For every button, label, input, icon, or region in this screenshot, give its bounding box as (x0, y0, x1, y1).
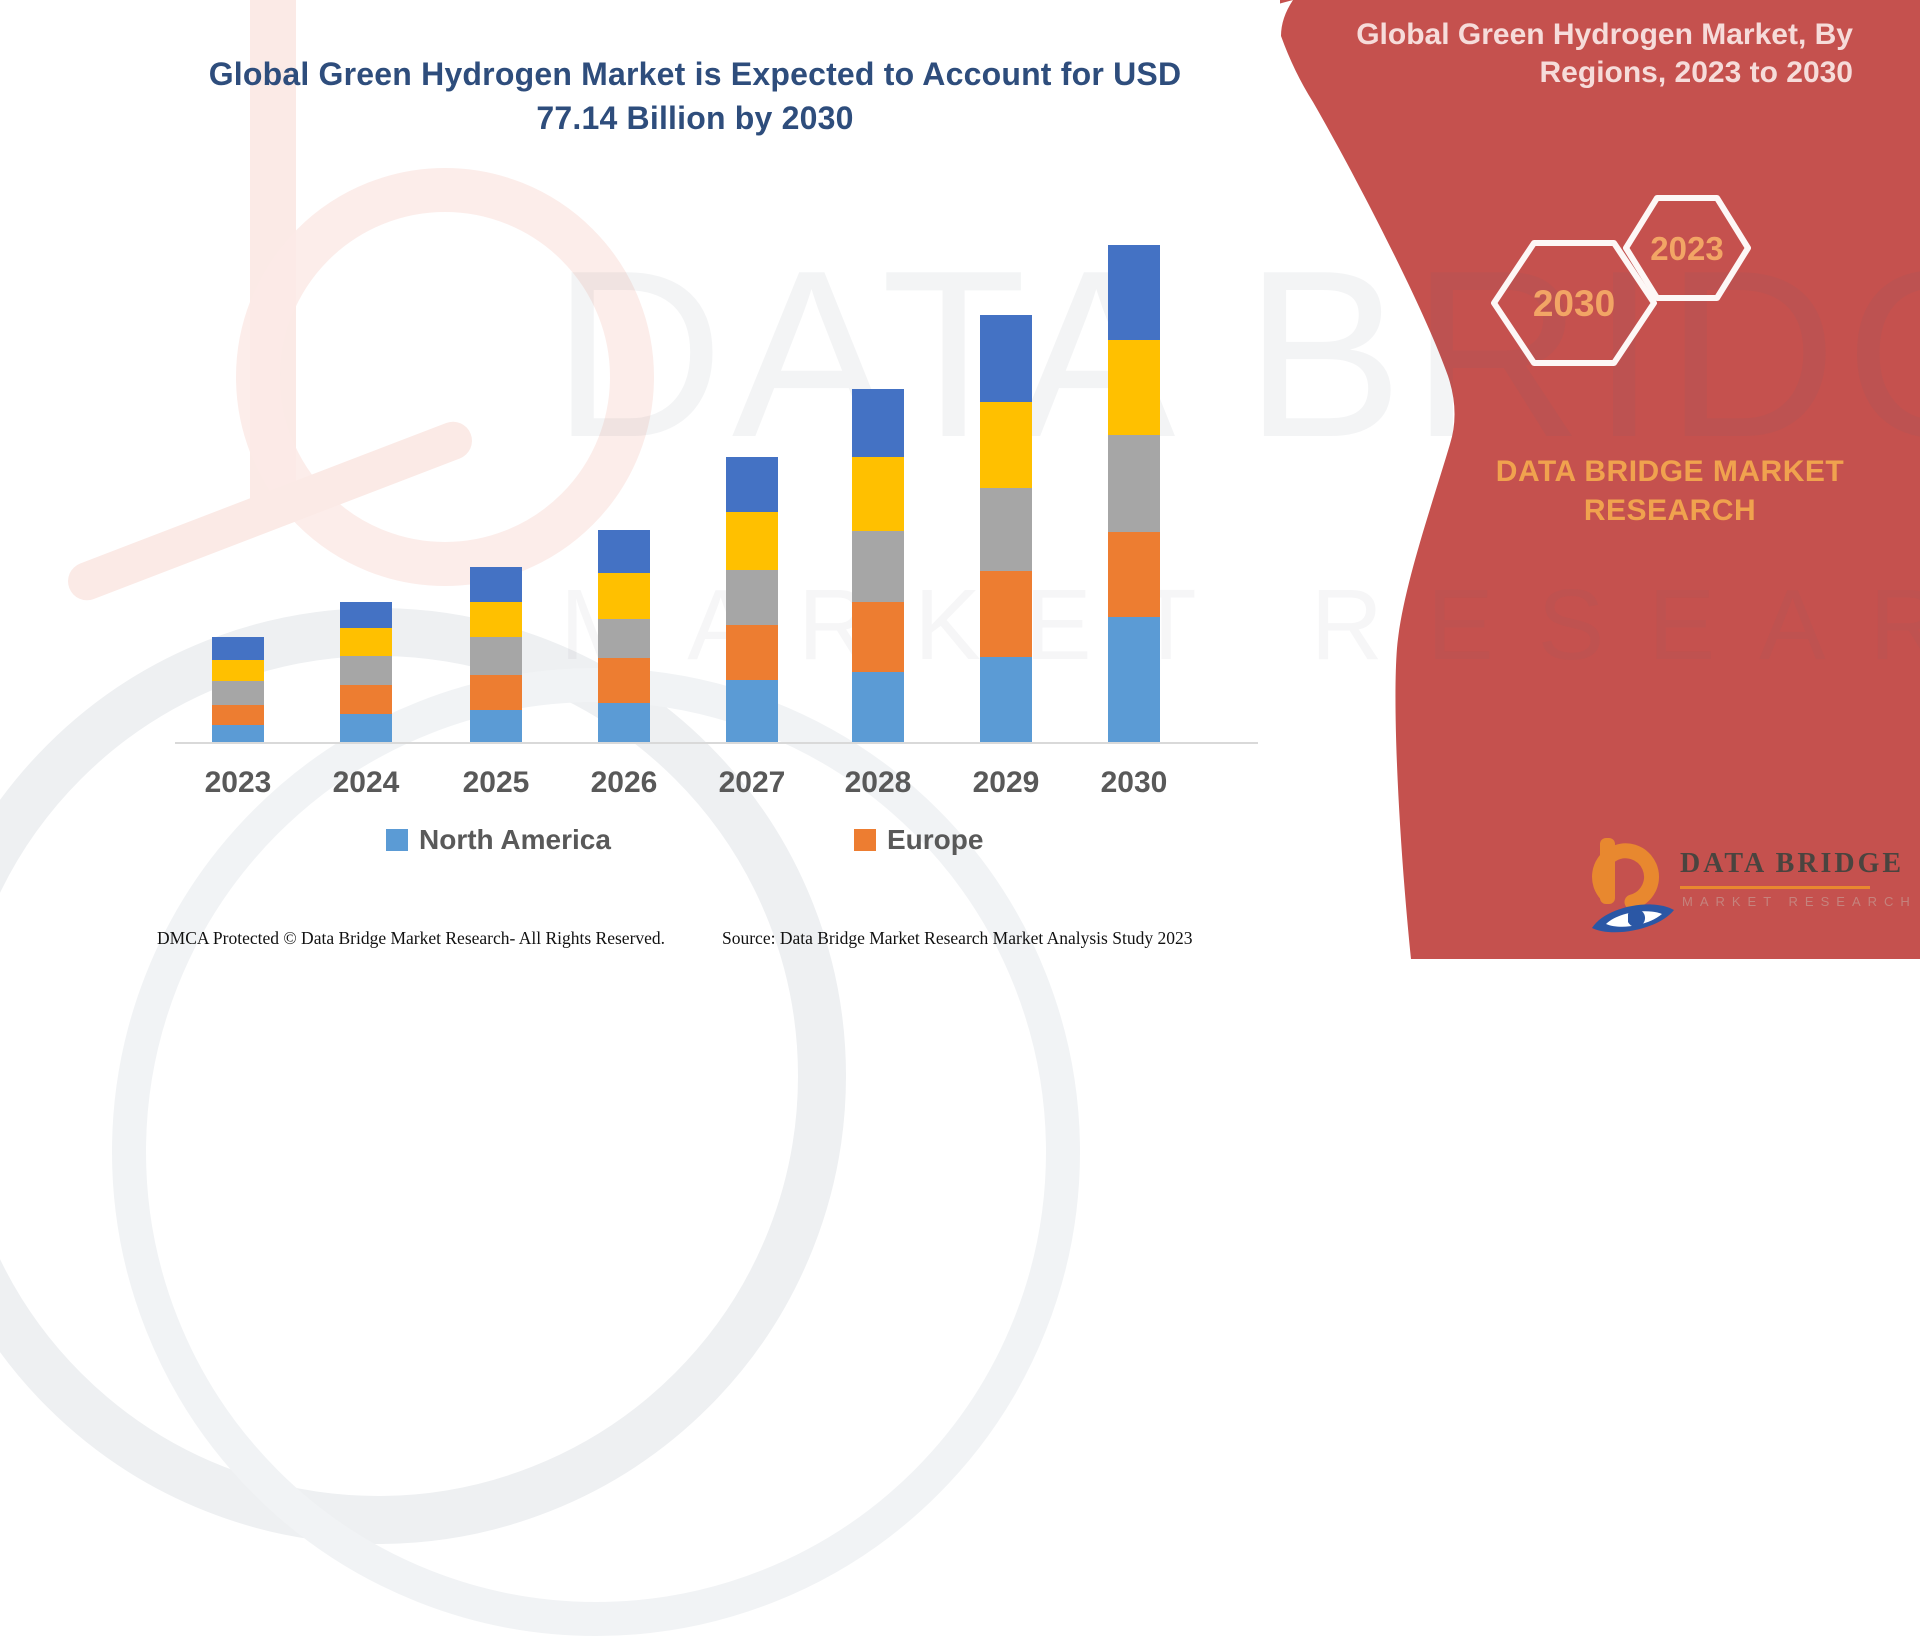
bar-segment (340, 685, 392, 714)
bar-segment (726, 457, 778, 512)
x-axis-label-2028: 2028 (844, 766, 912, 799)
bar-segment (598, 658, 650, 703)
bar-segment (726, 512, 778, 570)
bar-segment (470, 567, 522, 602)
bar-segment (340, 714, 392, 742)
x-axis-label-2030: 2030 (1100, 766, 1168, 799)
bar-segment (598, 573, 650, 619)
chart-title-line1: Global Green Hydrogen Market is Expected… (208, 56, 1182, 92)
bar-segment (598, 619, 650, 658)
bar-segment (1108, 340, 1160, 435)
x-axis-label-2023: 2023 (204, 766, 272, 799)
logo-underline (1680, 886, 1870, 889)
bar-segment (852, 531, 904, 602)
bar-segment (1108, 435, 1160, 532)
x-axis-label-2029: 2029 (972, 766, 1040, 799)
legend-swatch-icon (854, 829, 876, 851)
bar-2027 (726, 457, 778, 742)
logo-name-text: DATA BRIDGE (1680, 848, 1905, 879)
panel-brand-line2: RESEARCH (1583, 494, 1757, 527)
bar-segment (598, 530, 650, 573)
x-axis-label-2026: 2026 (590, 766, 658, 799)
bar-2023 (212, 637, 264, 742)
hexagon-2023-outline (1623, 195, 1751, 301)
bar-segment (852, 389, 904, 457)
legend-label: Europe (887, 824, 984, 855)
panel-brand-line1: DATA BRIDGE MARKET (1495, 455, 1845, 488)
bar-segment (980, 488, 1032, 571)
bar-segment (726, 625, 778, 680)
bar-segment (1108, 617, 1160, 742)
x-axis-label-2025: 2025 (462, 766, 530, 799)
bar-segment (470, 710, 522, 742)
x-axis-label-2027: 2027 (718, 766, 786, 799)
chart-title-line2: 77.14 Billion by 2030 (536, 100, 854, 136)
hexagon-badges (1491, 195, 1751, 366)
bar-segment (340, 656, 392, 685)
x-axis-line (175, 742, 1258, 744)
legend-swatch-icon (386, 829, 408, 851)
bar-segment (1108, 245, 1160, 340)
bar-segment (212, 681, 264, 705)
bar-2028 (852, 389, 904, 742)
hexagon-year-2023: 2023 (1650, 230, 1724, 267)
panel-header: Global Green Hydrogen Market, By Regions… (1293, 16, 1853, 92)
panel-header-line2: Regions, 2023 to 2030 (1539, 56, 1853, 89)
bar-2029 (980, 315, 1032, 742)
bar-2024 (340, 602, 392, 742)
hexagon-2030-outline (1491, 240, 1657, 366)
footer-source: Source: Data Bridge Market Research Mark… (722, 928, 1193, 948)
bar-segment (470, 602, 522, 637)
bar-segment (340, 602, 392, 628)
company-logo: DATA BRIDGE MARKET RESEARCH (1588, 836, 1910, 946)
logo-mark-icon (1592, 838, 1674, 933)
side-panel-content: Global Green Hydrogen Market, By Regions… (1293, 16, 1910, 946)
hexagon-year-2030: 2030 (1532, 283, 1616, 324)
legend-item-north-america: North America (386, 824, 611, 856)
bar-segment (726, 570, 778, 625)
bar-segment (212, 725, 264, 742)
bar-segment (980, 571, 1032, 657)
footer-copyright: DMCA Protected © Data Bridge Market Rese… (157, 928, 666, 948)
x-axis-label-2024: 2024 (332, 766, 400, 799)
bar-segment (980, 315, 1032, 402)
panel-header-line1: Global Green Hydrogen Market, By (1356, 18, 1853, 51)
bar-segment (852, 457, 904, 531)
chart-area: Global Green Hydrogen Market is Expected… (150, 52, 1258, 948)
bar-segment (980, 657, 1032, 742)
legend-label: North America (419, 824, 611, 855)
bar-segment (598, 703, 650, 742)
bar-segment (470, 675, 522, 710)
bar-segment (340, 628, 392, 656)
bar-segment (852, 602, 904, 672)
bar-2025 (470, 567, 522, 742)
bar-2030 (1108, 245, 1160, 742)
bar-segment (212, 637, 264, 660)
chart-title: Global Green Hydrogen Market is Expected… (150, 52, 1240, 140)
bar-segment (212, 705, 264, 725)
panel-brand-text: DATA BRIDGE MARKET RESEARCH (1480, 452, 1860, 530)
bar-segment (726, 680, 778, 742)
white-chevron-shape (1152, 0, 1455, 959)
bar-segment (980, 402, 1032, 488)
bar-segment (1108, 532, 1160, 617)
bar-segment (852, 672, 904, 742)
bar-segment (212, 660, 264, 681)
legend-item-europe: Europe (854, 824, 983, 856)
bar-segment (470, 637, 522, 675)
logo-subtitle-text: MARKET RESEARCH (1682, 894, 1917, 909)
red-side-panel (1152, 0, 1920, 959)
bar-2026 (598, 530, 650, 742)
